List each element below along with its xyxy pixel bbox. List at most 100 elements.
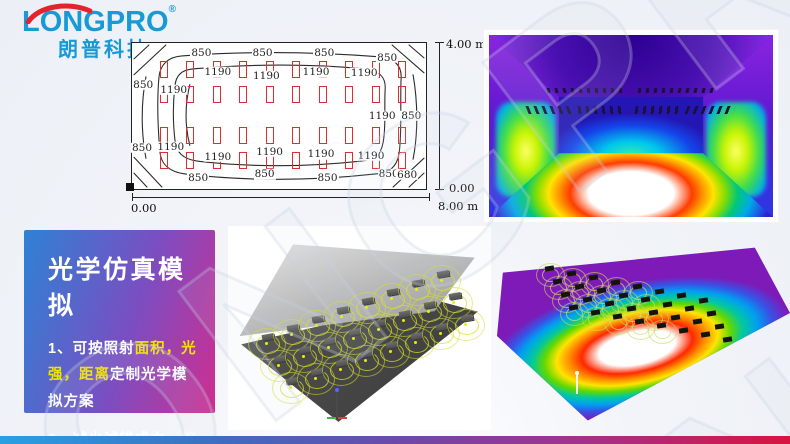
photometric-wireframe-image	[228, 226, 491, 430]
room-fixture-group	[586, 87, 625, 93]
heat-fixture	[700, 331, 711, 338]
heat-fixture	[590, 308, 601, 316]
contour-level-label: 1190	[367, 109, 397, 122]
logo-subtext: 朗普科技	[58, 39, 150, 61]
origin-marker	[126, 183, 134, 191]
luminaire-marker	[345, 152, 354, 170]
luminaire-marker	[292, 60, 301, 78]
x-min-label: 0.00	[131, 201, 157, 215]
luminaire-marker	[212, 85, 221, 103]
y-min-label: 0.00	[449, 181, 475, 195]
luminaire-marker	[159, 152, 168, 170]
contour-level-label: 1190	[356, 149, 386, 162]
room-fixture-group	[677, 87, 716, 93]
luminaire-marker	[186, 152, 195, 170]
x-dim-cap-left	[132, 193, 133, 201]
contour-level-label: 850	[376, 51, 399, 64]
luminaire-marker	[345, 85, 354, 103]
contour-level-label: 1190	[203, 150, 233, 163]
panel-items: 1、可按照射面积，光强，距离定制光学模拟方案2、减少试错成本，缩短工程调试周期	[48, 336, 199, 444]
heat-fixture	[582, 295, 593, 303]
contour-level-label: 1190	[251, 70, 281, 83]
luminaire-marker	[398, 60, 406, 78]
luminaire-marker	[292, 127, 301, 145]
y-dim-cap-bottom	[435, 189, 444, 190]
luminaire-marker	[265, 85, 274, 103]
contour-level-label: 850	[190, 46, 213, 59]
contour-level-label: 1190	[203, 66, 233, 79]
logo-wordmark: LONGPRO®	[22, 3, 176, 38]
luminaire-marker	[318, 85, 327, 103]
luminaire-marker	[186, 127, 195, 145]
heat-fixture	[676, 292, 687, 299]
axis-indicator-icon	[575, 371, 580, 395]
luminaire-marker	[212, 127, 221, 145]
panel-title: 光学仿真模拟	[48, 256, 186, 320]
contour-level-label: 850	[130, 141, 154, 154]
heat-fixture	[618, 291, 629, 299]
contour-level-label: 1190	[255, 145, 284, 158]
luminaire-marker	[265, 127, 274, 145]
heat-fixture	[654, 287, 665, 295]
luminaire-marker	[371, 127, 380, 145]
room-fixture-group	[577, 105, 628, 114]
isolux-contour-chart: 850 850 850 850 1190 1190 1190 1190 850 1190 1190 8…	[130, 42, 427, 190]
heat-fixture	[662, 300, 673, 308]
room-fixture-group	[546, 87, 585, 93]
luminaire-marker	[239, 127, 248, 145]
room-illuminance-image	[484, 30, 778, 222]
heat-fixture	[692, 318, 703, 325]
axis-indicator-icon	[326, 388, 339, 420]
heat-fixture	[714, 322, 725, 330]
luminaire-marker	[398, 85, 406, 103]
contour-level-label: 850	[400, 109, 423, 122]
ceiling-fixtures	[489, 35, 773, 217]
heat-fixture	[670, 313, 681, 321]
luminaire-marker	[239, 60, 248, 78]
contour-level-label: 850	[313, 46, 336, 59]
logo: LONGPRO® 朗普科技	[22, 3, 176, 61]
room-fixture-group	[637, 87, 676, 93]
room-scene	[489, 35, 773, 217]
contour-level-label: 850	[316, 172, 339, 185]
luminaire-marker	[318, 127, 327, 145]
heat-fixture	[722, 335, 733, 343]
luminaire-marker	[345, 127, 354, 145]
x-dim-cap-right	[429, 193, 430, 201]
y-dimension-line	[439, 42, 440, 190]
contour-overlay: 850 850 850 850 1190 1190 1190 1190 850 1190 1190 8…	[130, 43, 426, 189]
heat-fixture	[706, 309, 717, 317]
luminaire-marker	[239, 85, 248, 103]
contour-level-label: 1190	[301, 66, 331, 79]
panel-bullet: 1、可按照射面积，光强，距离定制光学模拟方案	[48, 341, 197, 410]
contour-level-label: 1190	[156, 140, 186, 153]
contour-level-label: 850	[187, 172, 210, 185]
heat-fixture	[678, 326, 689, 334]
luminaire-marker	[292, 152, 301, 170]
luminaire-marker	[371, 85, 380, 103]
room-fixture-group	[634, 105, 685, 114]
heat-fixture	[684, 305, 695, 312]
luminaire-marker	[159, 60, 168, 78]
info-panel: 光学仿真模拟 1、可按照射面积，光强，距离定制光学模拟方案2、减少试错成本，缩短…	[24, 230, 215, 444]
heat-fixture	[574, 282, 585, 290]
contour-level-label: 850	[251, 46, 274, 59]
x-dimension-line	[132, 197, 430, 198]
contour-level-label: 1190	[349, 66, 379, 79]
heat-fixture	[698, 296, 709, 304]
heat-fixture	[610, 278, 621, 286]
contour-level-label: 1190	[159, 83, 189, 96]
logo-text: LONGPRO	[22, 6, 169, 38]
contour-level-label: 1190	[306, 148, 336, 160]
wireframe-scene	[228, 226, 491, 430]
x-max-label: 8.00 m	[438, 199, 479, 213]
luminaire-marker	[239, 152, 248, 170]
footer-gradient-bar	[0, 436, 790, 444]
contour-level-label: 850	[377, 167, 400, 180]
heat-fixture	[634, 317, 645, 325]
contour-level-label: 850	[253, 167, 276, 180]
registered-mark: ®	[168, 4, 176, 15]
y-dim-cap-top	[435, 42, 444, 43]
floor-heatmap-image	[497, 240, 790, 432]
